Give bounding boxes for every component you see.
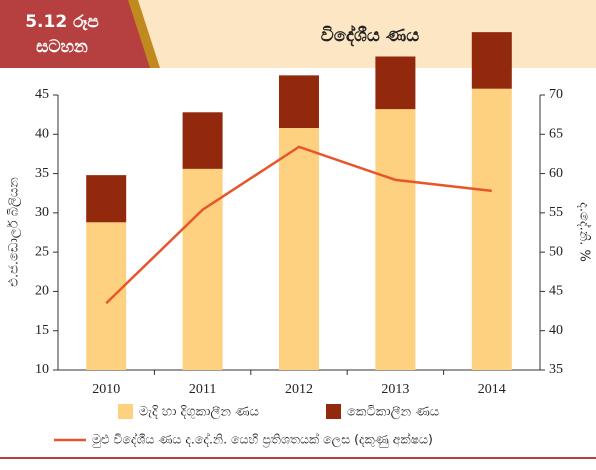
chart-title: විදේශීය ණය	[321, 24, 419, 47]
legend-swatch	[118, 404, 133, 419]
x-tick-label: 2013	[381, 382, 409, 397]
y-tick-label: 35	[35, 166, 49, 181]
bar-segment	[279, 128, 319, 370]
y2-tick-label: 60	[549, 166, 563, 181]
legend-label: මැදි හා දිගුකාලීන ණය	[139, 405, 259, 420]
x-tick-label: 2014	[478, 382, 506, 397]
bar-segment	[182, 112, 223, 169]
bar-segment	[86, 222, 127, 370]
legend-label: කෙටිකාලීන ණය	[347, 405, 439, 420]
y2-tick-label: 70	[549, 87, 563, 102]
y-tick-label: 30	[35, 205, 49, 220]
bar-segment	[471, 32, 512, 89]
y-tick-label: 40	[35, 127, 49, 142]
x-tick-label: 2010	[92, 382, 120, 397]
legend-label: මුළු විදේශීය ණය ද.දේ.නි. යෙහි ප්‍රතිශතයක…	[92, 431, 433, 447]
y2-axis-label: ද.දේ.නි. %	[577, 202, 593, 262]
legend-swatch	[326, 404, 341, 419]
y2-tick-label: 45	[549, 284, 563, 299]
bar-segment	[279, 75, 319, 128]
bar-segment	[86, 175, 127, 223]
y-tick-label: 10	[35, 362, 49, 377]
x-tick-label: 2011	[189, 382, 216, 397]
header-label-box	[0, 0, 150, 68]
y-tick-label: 25	[35, 244, 49, 259]
y-axis-label: එ.ජ.ඩොලර් බිලියන	[6, 177, 22, 287]
bar-segment	[375, 109, 416, 371]
bar-segment	[182, 168, 223, 370]
figure-label: සටහන	[36, 37, 88, 57]
figure-label: 5.12 රූප	[25, 12, 99, 32]
y2-tick-label: 65	[549, 127, 563, 142]
line-series	[105, 145, 492, 305]
y-tick-label: 15	[35, 323, 49, 338]
y-tick-label: 45	[35, 87, 49, 102]
y2-tick-label: 35	[549, 362, 563, 377]
bar-segment	[375, 56, 416, 110]
y2-tick-label: 50	[549, 244, 563, 259]
y-tick-label: 20	[35, 284, 49, 299]
y2-tick-label: 55	[549, 205, 563, 220]
x-tick-label: 2012	[285, 382, 313, 397]
bar-segment	[471, 88, 512, 370]
y2-tick-label: 40	[549, 323, 563, 338]
